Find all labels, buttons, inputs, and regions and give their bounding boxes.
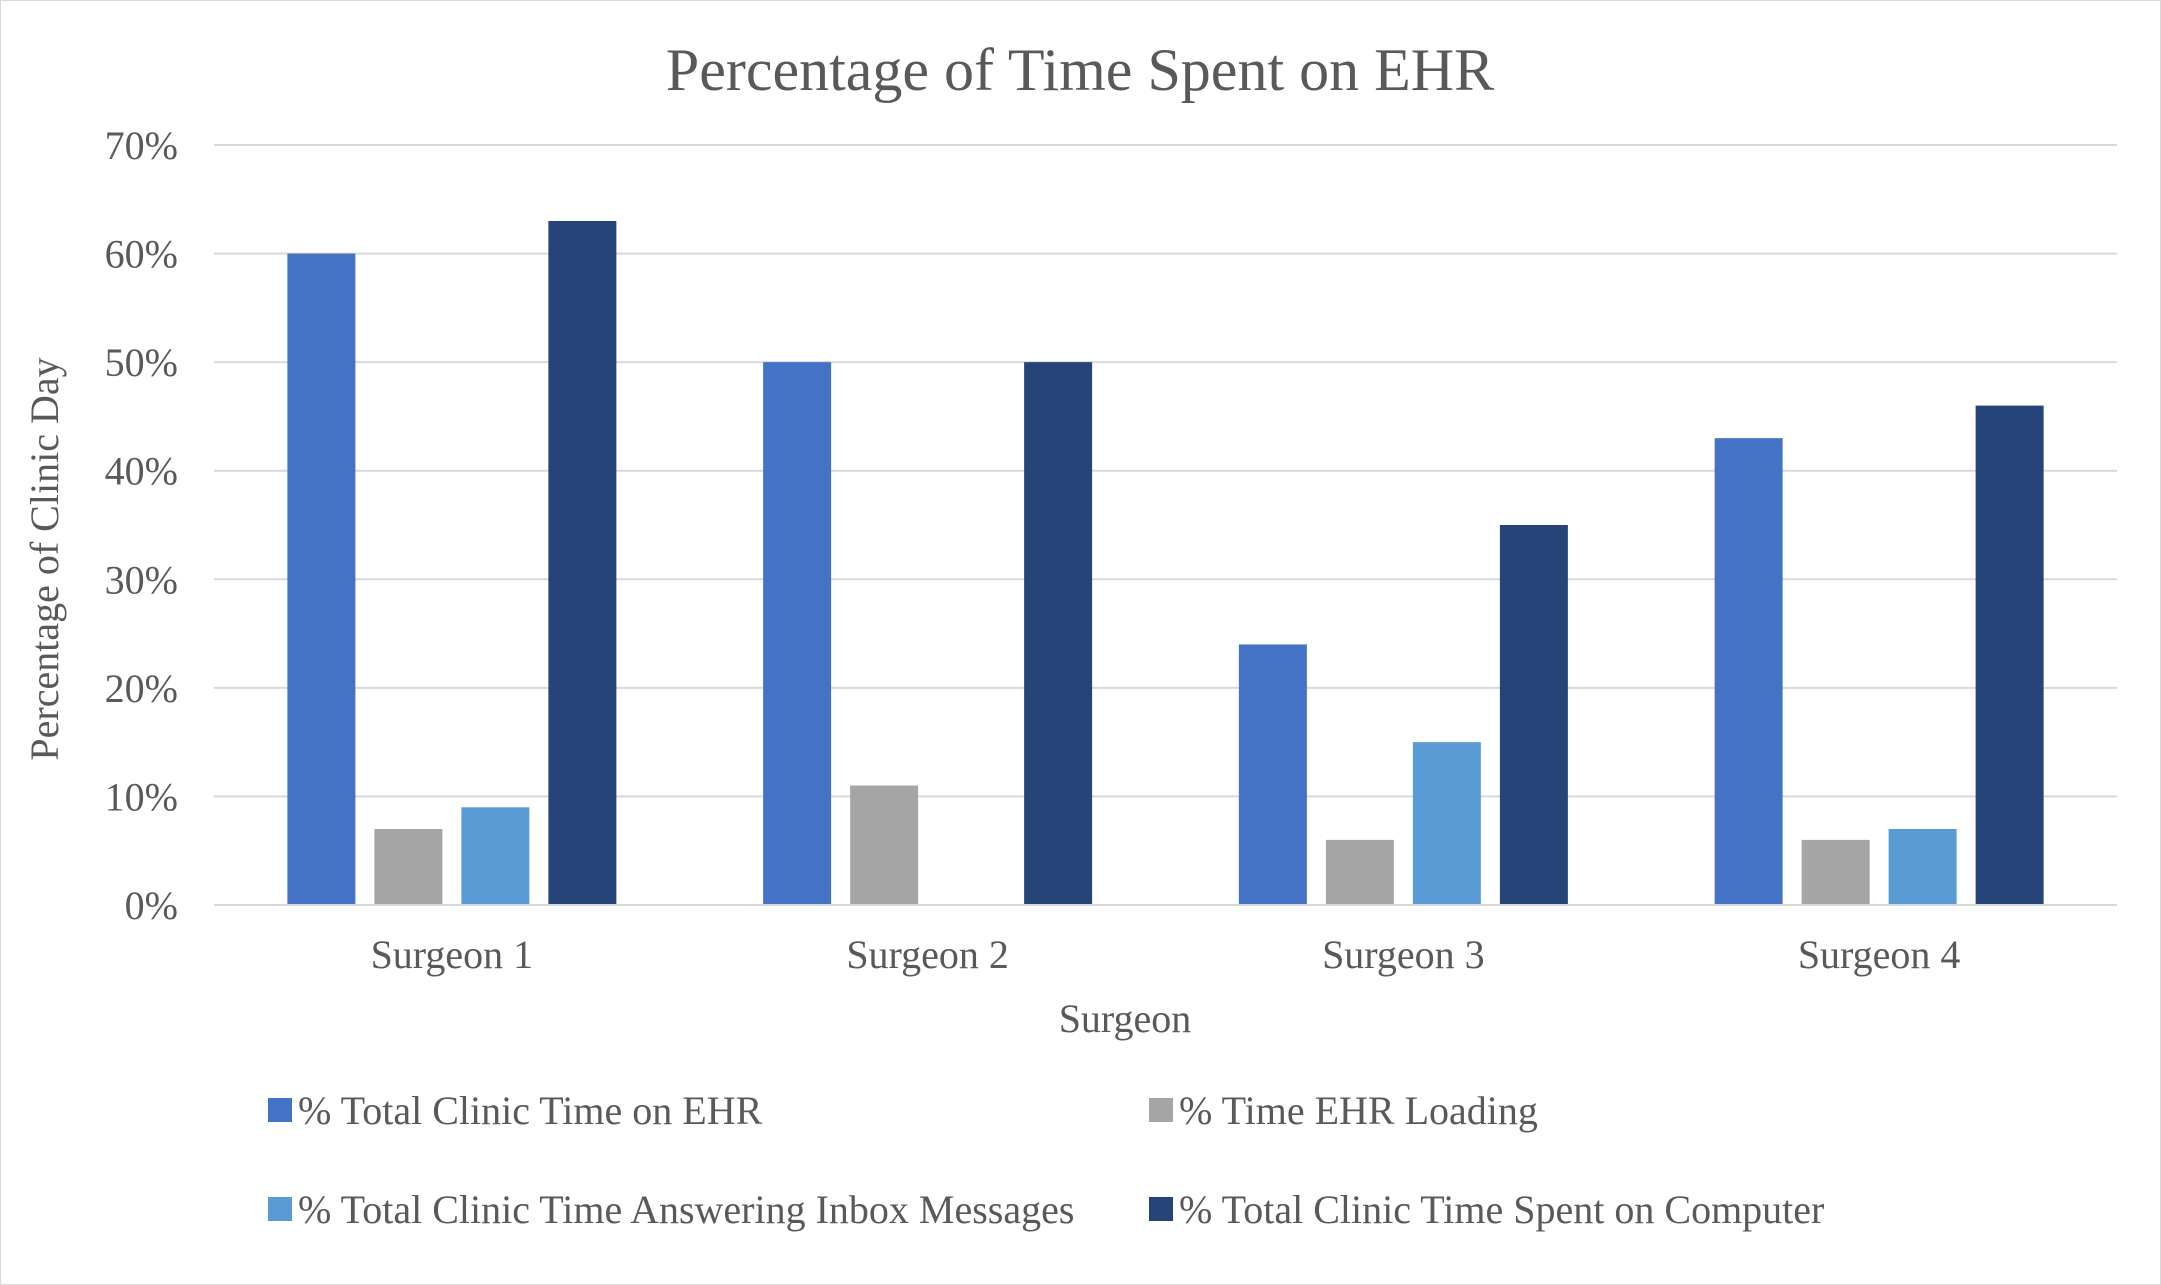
x-axis-ticks: Surgeon 1 Surgeon 2 Surgeon 3 Surgeon 4 <box>371 932 1961 977</box>
y-tick-label: 70% <box>105 123 178 168</box>
gridlines <box>214 144 2117 798</box>
bar <box>1801 839 1870 905</box>
x-axis-label: Surgeon <box>1059 996 1192 1041</box>
bar <box>1412 742 1481 905</box>
x-tick-label: Surgeon 1 <box>371 932 534 977</box>
bar <box>461 807 530 905</box>
y-tick-label: 0% <box>125 883 178 928</box>
legend-swatch <box>1149 1197 1173 1221</box>
y-tick-label: 60% <box>105 232 178 277</box>
bar <box>850 785 919 905</box>
legend-label: % Total Clinic Time Spent on Computer <box>1179 1187 1824 1232</box>
y-tick-label: 50% <box>105 340 178 385</box>
y-tick-label: 20% <box>105 666 178 711</box>
legend-label: % Total Clinic Time Answering Inbox Mess… <box>298 1187 1074 1232</box>
legend-swatch <box>268 1098 292 1122</box>
x-tick-label: Surgeon 4 <box>1798 932 1961 977</box>
x-tick-label: Surgeon 2 <box>846 932 1009 977</box>
legend-label: % Time EHR Loading <box>1179 1088 1538 1133</box>
bar <box>1888 829 1957 905</box>
bar <box>1499 525 1568 905</box>
bar <box>1714 438 1783 905</box>
bars <box>287 221 2044 906</box>
bar <box>1325 839 1394 905</box>
y-tick-label: 10% <box>105 774 178 819</box>
bar <box>763 362 832 906</box>
bar <box>1238 644 1307 905</box>
legend-swatch <box>268 1197 292 1221</box>
y-tick-label: 40% <box>105 449 178 494</box>
chart-title: Percentage of Time Spent on EHR <box>666 37 1494 103</box>
bar <box>1024 362 1093 906</box>
bar <box>1975 405 2044 905</box>
bar <box>548 221 617 905</box>
y-tick-label: 30% <box>105 557 178 602</box>
y-axis-label: Percentage of Clinic Day <box>22 357 67 760</box>
legend: % Total Clinic Time on EHR % Time EHR Loa… <box>268 1088 1824 1232</box>
y-axis-ticks: 0% 10% 20% 30% 40% 50% 60% 70% <box>105 123 178 928</box>
bar <box>287 253 356 906</box>
x-tick-label: Surgeon 3 <box>1322 932 1485 977</box>
bar <box>374 829 443 905</box>
legend-swatch <box>1149 1098 1173 1122</box>
legend-label: % Total Clinic Time on EHR <box>298 1088 763 1133</box>
